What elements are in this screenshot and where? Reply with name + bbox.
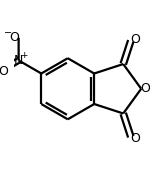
Text: O: O xyxy=(141,82,150,95)
Text: O: O xyxy=(9,31,19,44)
Text: +: + xyxy=(20,51,27,60)
Text: O: O xyxy=(130,132,140,145)
Text: N: N xyxy=(14,54,23,67)
Text: O: O xyxy=(0,65,8,78)
Text: −: − xyxy=(4,28,12,38)
Text: O: O xyxy=(130,33,140,45)
